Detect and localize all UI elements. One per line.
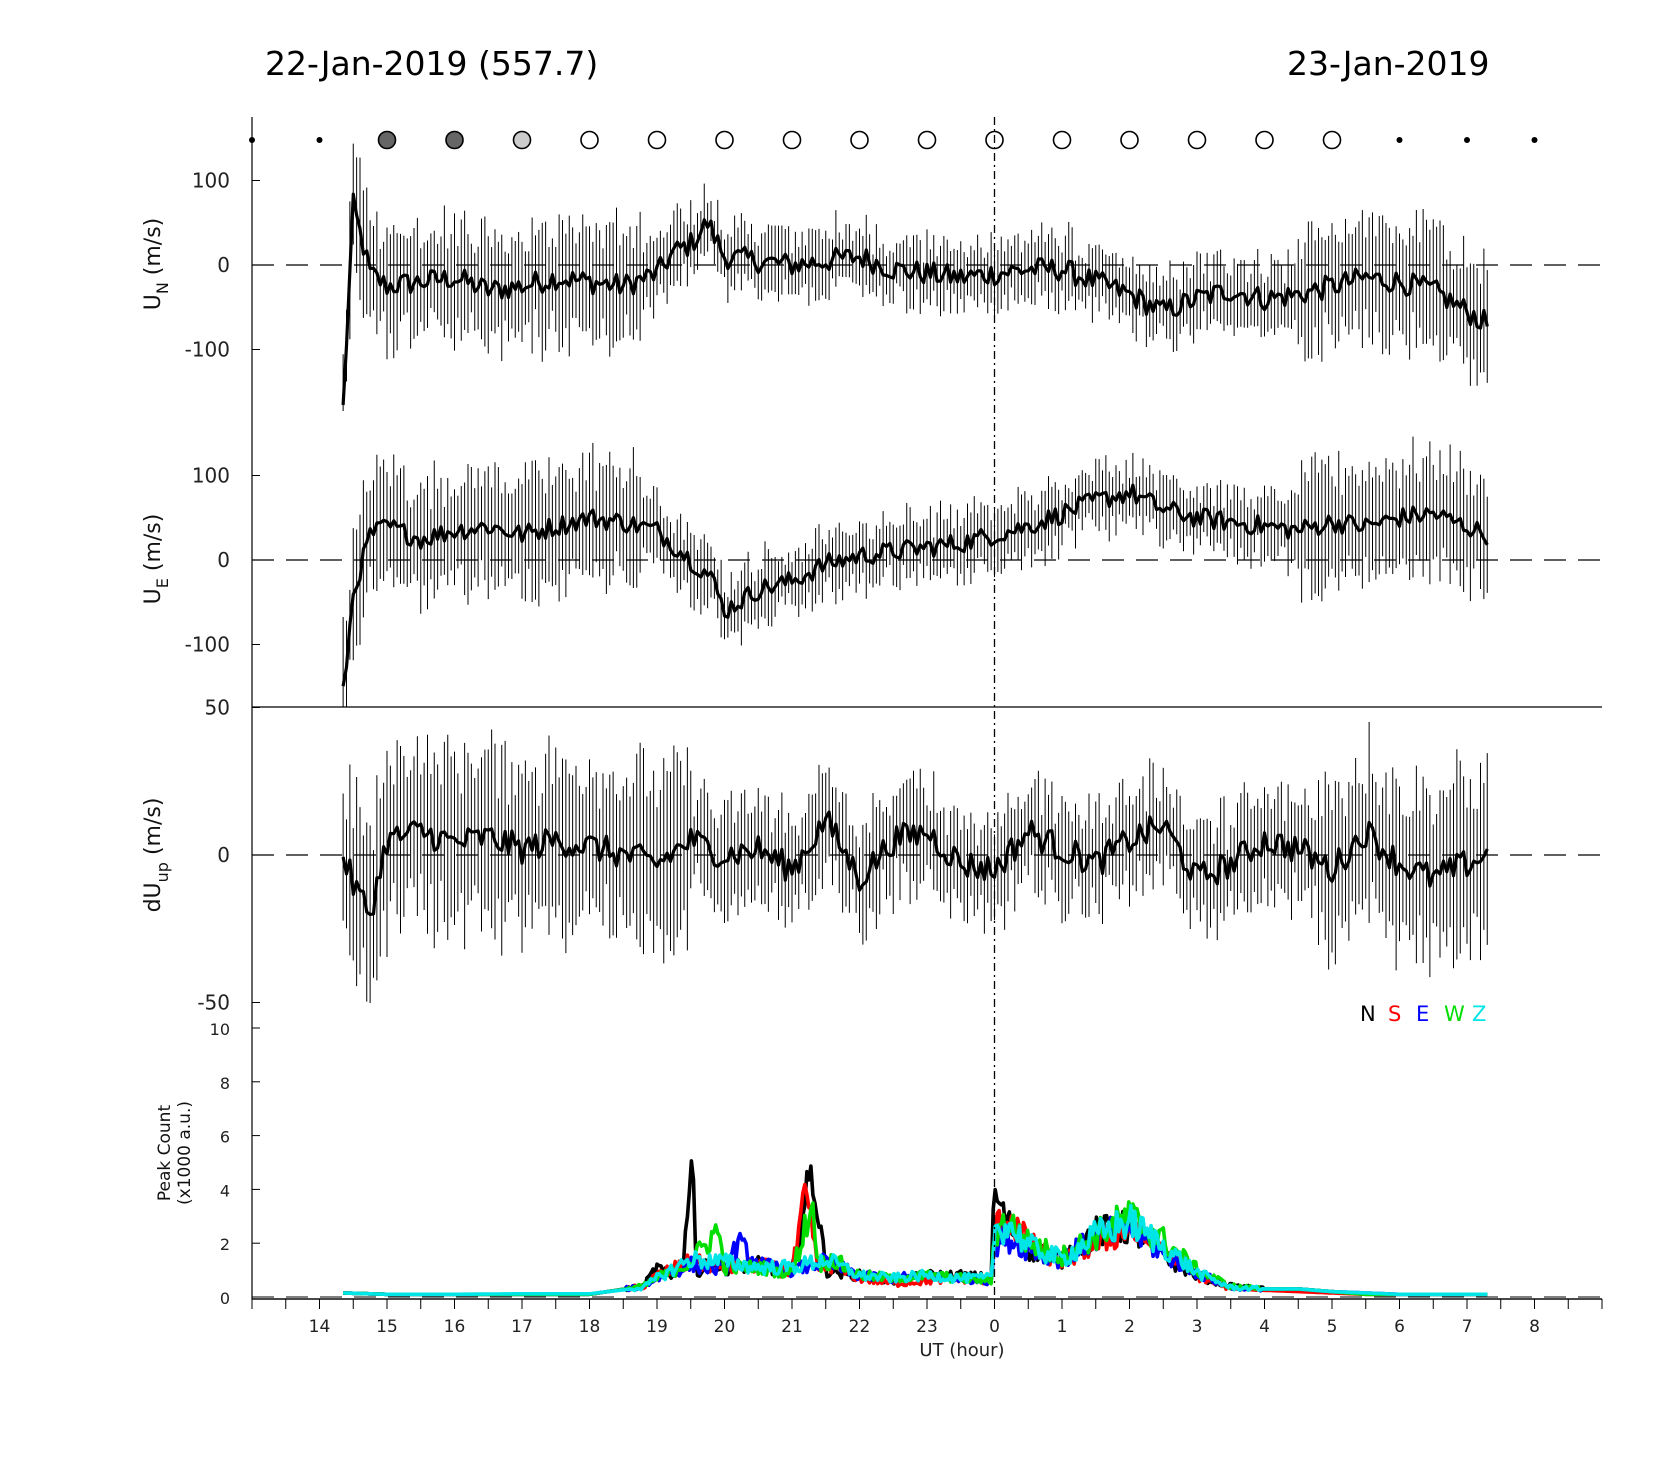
x-tick-label: 6	[1394, 1317, 1405, 1337]
x-tick-label: 16	[444, 1317, 466, 1337]
error-bars	[342, 436, 1488, 707]
y-tick-label: -50	[197, 991, 230, 1015]
y-tick-label: 0	[217, 843, 230, 867]
cloud-marker-open	[580, 130, 599, 150]
x-tick-label: 0	[989, 1317, 1000, 1337]
y-tick-label: 8	[220, 1074, 230, 1093]
x-tick-label: 4	[1259, 1317, 1270, 1337]
y-axis-label-line2: (x1000 a.u.)	[175, 1101, 195, 1205]
cloud-marker-open	[1255, 130, 1274, 150]
cloud-marker-open	[1187, 130, 1207, 150]
y-tick-label: 0	[217, 253, 230, 277]
x-tick-label: 1	[1057, 1317, 1068, 1337]
x-tick-label: 7	[1462, 1317, 1473, 1337]
panel-u-n: 100 0 -100 UN (m/s)	[141, 117, 1602, 411]
series-line	[343, 1200, 1488, 1297]
panel-u-e: 100 0 -100 UE (m/s)	[141, 411, 1602, 708]
x-tick-label: 23	[916, 1317, 938, 1337]
x-tick-label: 22	[849, 1317, 871, 1337]
error-bars	[342, 722, 1488, 1003]
y-axis-label: Peak Count	[155, 1105, 175, 1202]
y-tick-label: 100	[192, 464, 230, 488]
panel-peak-count: 10 8 6 4 2 0 Peak Count (x1000 a.u.)	[155, 1003, 1602, 1308]
cloud-marker-open	[647, 130, 667, 150]
series-u-n	[341, 143, 1489, 411]
legend-entry-s: S	[1388, 1002, 1401, 1026]
x-tick-label: 5	[1327, 1317, 1338, 1337]
x-tick-label: 21	[781, 1317, 803, 1337]
x-axis: 14 15 16 17 18 19 20 21 22 23 0 1 2 3 4 5 6 7 8UT (hour)	[251, 1298, 1603, 1361]
x-tick-label: 18	[579, 1317, 601, 1337]
y-tick-label: 50	[205, 696, 230, 720]
cloud-marker-open	[715, 130, 734, 150]
legend-entry-e: E	[1416, 1002, 1429, 1026]
series-line	[343, 1203, 1488, 1297]
series-line	[341, 483, 1489, 687]
y-tick-label: 0	[217, 548, 230, 572]
panel-du-up: 50 0 -50 dUup (m/s)	[141, 696, 1602, 1015]
x-tick-label: 8	[1529, 1317, 1540, 1337]
x-tick-label: 15	[376, 1317, 398, 1337]
y-tick-label: 2	[220, 1235, 230, 1254]
y-tick-label: 100	[192, 169, 230, 193]
cloud-dot	[1396, 137, 1403, 143]
cloud-marker-open	[850, 130, 869, 150]
series-line	[341, 192, 1489, 406]
series-line	[341, 810, 1489, 916]
x-tick-label: 19	[646, 1317, 668, 1337]
cloud-marker-dark	[445, 130, 464, 150]
x-tick-label: 17	[511, 1317, 533, 1337]
cloud-indicator-row	[249, 130, 1538, 150]
x-tick-label: 2	[1124, 1317, 1135, 1337]
cloud-marker-open	[1120, 130, 1139, 150]
y-tick-label: 0	[220, 1289, 230, 1308]
x-axis-label: UT (hour)	[919, 1340, 1004, 1361]
y-axis-label: UN (m/s)	[141, 218, 172, 311]
x-tick-label: 14	[309, 1317, 331, 1337]
legend-entry-n: N	[1360, 1002, 1376, 1026]
cloud-marker-dark	[377, 130, 397, 150]
legend-entry-w: W	[1444, 1002, 1465, 1026]
error-bars	[342, 143, 1488, 411]
y-tick-label: 4	[220, 1181, 230, 1200]
cloud-dot	[316, 137, 323, 143]
y-axis-label: dUup (m/s)	[141, 798, 172, 913]
left-date-title: 22-Jan-2019 (557.7)	[265, 44, 599, 83]
x-tick-label: 3	[1192, 1317, 1203, 1337]
cloud-marker-open	[782, 130, 802, 150]
series-z	[343, 1203, 1488, 1297]
y-tick-label: -100	[185, 338, 230, 362]
cloud-marker-open	[1322, 130, 1342, 150]
y-axis-label: UE (m/s)	[141, 514, 172, 605]
cloud-marker-light	[512, 130, 532, 150]
cloud-dot	[1464, 137, 1470, 143]
cloud-marker-open	[917, 130, 937, 150]
series-w	[343, 1200, 1488, 1297]
y-tick-label: 10	[210, 1020, 230, 1039]
y-tick-label: -100	[185, 633, 230, 657]
cloud-dot	[1531, 137, 1538, 143]
y-tick-label: 6	[220, 1128, 230, 1147]
series-du-up	[341, 722, 1489, 1003]
x-tick-label: 20	[714, 1317, 736, 1337]
series-u-e	[341, 436, 1489, 707]
cloud-marker-open	[1052, 130, 1072, 150]
right-date-title: 23-Jan-2019	[1287, 44, 1490, 83]
legend-entry-z: Z	[1472, 1002, 1486, 1026]
